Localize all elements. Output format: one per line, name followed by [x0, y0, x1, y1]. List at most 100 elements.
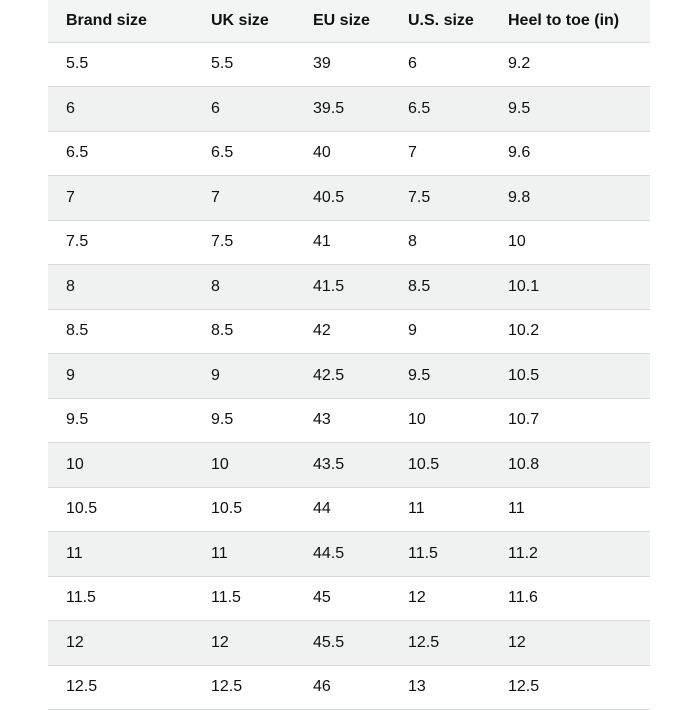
- table-header-row: Brand size UK size EU size U.S. size Hee…: [48, 0, 650, 43]
- table-cell: 8: [390, 220, 490, 265]
- table-row: 6 6 39.5 6.5 9.5: [48, 86, 650, 132]
- table-cell: 5.5: [48, 42, 193, 87]
- size-chart-table: Brand size UK size EU size U.S. size Hee…: [48, 0, 650, 710]
- table-row: 9.5 9.5 43 10 10.7: [48, 398, 650, 443]
- table-cell: 11.5: [48, 576, 193, 621]
- table-cell: 9: [390, 309, 490, 354]
- table-cell: 39.5: [295, 86, 390, 132]
- table-cell: 11: [390, 487, 490, 532]
- table-row: 12.5 12.5 46 13 12.5: [48, 665, 650, 710]
- table-cell: 10.5: [48, 487, 193, 532]
- table-cell: 8.5: [48, 309, 193, 354]
- table-cell: 9.6: [490, 131, 650, 176]
- table-cell: 10.5: [490, 353, 650, 399]
- table-cell: 13: [390, 665, 490, 710]
- table-cell: 40: [295, 131, 390, 176]
- table-row: 7 7 40.5 7.5 9.8: [48, 175, 650, 221]
- table-row: 11.5 11.5 45 12 11.6: [48, 576, 650, 621]
- table-cell: 12.5: [490, 665, 650, 710]
- column-header-uk-size: UK size: [193, 0, 295, 43]
- table-cell: 9.8: [490, 175, 650, 221]
- table-cell: 7: [193, 175, 295, 221]
- table-cell: 45.5: [295, 620, 390, 666]
- column-header-brand-size: Brand size: [48, 0, 193, 43]
- table-cell: 12: [390, 576, 490, 621]
- table-cell: 9.5: [193, 398, 295, 443]
- table-cell: 44: [295, 487, 390, 532]
- table-cell: 12.5: [193, 665, 295, 710]
- table-cell: 7: [390, 131, 490, 176]
- table-cell: 46: [295, 665, 390, 710]
- table-cell: 12: [48, 620, 193, 666]
- table-cell: 11: [490, 487, 650, 532]
- table-row: 7.5 7.5 41 8 10: [48, 220, 650, 265]
- table-row: 10 10 43.5 10.5 10.8: [48, 442, 650, 488]
- table-cell: 10.8: [490, 442, 650, 488]
- table-cell: 7.5: [193, 220, 295, 265]
- table-row: 11 11 44.5 11.5 11.2: [48, 531, 650, 577]
- table-cell: 11.6: [490, 576, 650, 621]
- column-header-eu-size: EU size: [295, 0, 390, 43]
- table-cell: 12.5: [48, 665, 193, 710]
- table-row: 12 12 45.5 12.5 12: [48, 620, 650, 666]
- table-cell: 8: [193, 264, 295, 310]
- table-cell: 11.5: [390, 531, 490, 577]
- table-cell: 44.5: [295, 531, 390, 577]
- table-row: 9 9 42.5 9.5 10.5: [48, 353, 650, 399]
- table-cell: 12.5: [390, 620, 490, 666]
- table-cell: 11: [193, 531, 295, 577]
- table-cell: 9: [48, 353, 193, 399]
- table-cell: 10: [48, 442, 193, 488]
- table-cell: 40.5: [295, 175, 390, 221]
- column-header-us-size: U.S. size: [390, 0, 490, 43]
- table-cell: 41: [295, 220, 390, 265]
- table-cell: 10: [490, 220, 650, 265]
- table-row: 8.5 8.5 42 9 10.2: [48, 309, 650, 354]
- table-cell: 7.5: [48, 220, 193, 265]
- table-row: 5.5 5.5 39 6 9.2: [48, 42, 650, 87]
- table-cell: 10.5: [193, 487, 295, 532]
- table-cell: 6: [193, 86, 295, 132]
- table-cell: 6.5: [390, 86, 490, 132]
- table-cell: 9: [193, 353, 295, 399]
- table-cell: 11.2: [490, 531, 650, 577]
- table-cell: 9.5: [390, 353, 490, 399]
- table-cell: 11: [48, 531, 193, 577]
- table-cell: 7.5: [390, 175, 490, 221]
- table-cell: 11.5: [193, 576, 295, 621]
- table-cell: 42.5: [295, 353, 390, 399]
- table-cell: 39: [295, 42, 390, 87]
- table-cell: 43.5: [295, 442, 390, 488]
- table-cell: 6: [390, 42, 490, 87]
- table-cell: 10.5: [390, 442, 490, 488]
- table-cell: 5.5: [193, 42, 295, 87]
- table-row: 8 8 41.5 8.5 10.1: [48, 264, 650, 310]
- table-cell: 10.2: [490, 309, 650, 354]
- table-cell: 6.5: [193, 131, 295, 176]
- table-cell: 10: [193, 442, 295, 488]
- table-cell: 10: [390, 398, 490, 443]
- table-cell: 12: [193, 620, 295, 666]
- table-cell: 45: [295, 576, 390, 621]
- table-cell: 6.5: [48, 131, 193, 176]
- table-row: 10.5 10.5 44 11 11: [48, 487, 650, 532]
- table-body: 5.5 5.5 39 6 9.2 6 6 39.5 6.5 9.5 6.5 6.5 40 7 9.6 7 7 40…: [48, 42, 650, 710]
- table-header: Brand size UK size EU size U.S. size Hee…: [48, 0, 650, 43]
- table-cell: 6: [48, 86, 193, 132]
- table-cell: 8.5: [390, 264, 490, 310]
- table-row: 6.5 6.5 40 7 9.6: [48, 131, 650, 176]
- table-cell: 42: [295, 309, 390, 354]
- table-cell: 43: [295, 398, 390, 443]
- table-cell: 10.1: [490, 264, 650, 310]
- table-cell: 9.5: [490, 86, 650, 132]
- table-cell: 9.2: [490, 42, 650, 87]
- table-cell: 41.5: [295, 264, 390, 310]
- table-cell: 10.7: [490, 398, 650, 443]
- column-header-heel-to-toe: Heel to toe (in): [490, 0, 650, 43]
- table-cell: 12: [490, 620, 650, 666]
- table-cell: 8.5: [193, 309, 295, 354]
- table-cell: 9.5: [48, 398, 193, 443]
- table-cell: 7: [48, 175, 193, 221]
- table-cell: 8: [48, 264, 193, 310]
